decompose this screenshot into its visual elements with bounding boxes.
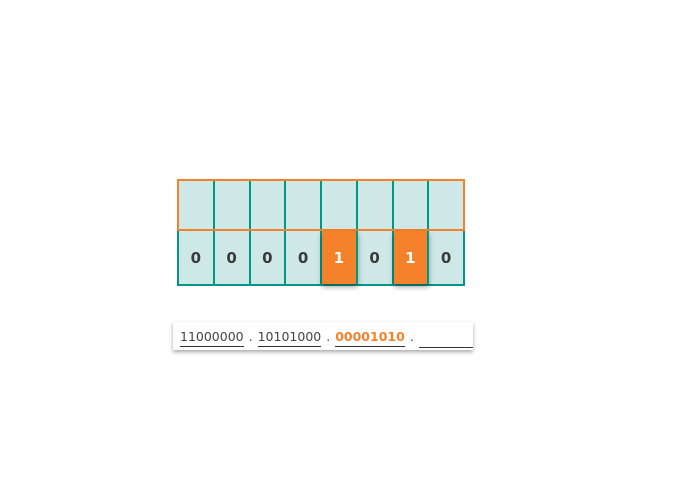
bit-tile[interactable]: 0 bbox=[429, 231, 463, 284]
ip-address-display: 11000000 . 10101000 . 00001010 . bbox=[173, 322, 473, 350]
separator: . bbox=[326, 328, 331, 344]
octet-2: 10101000 bbox=[257, 329, 322, 347]
bit-slot-4[interactable] bbox=[357, 181, 394, 229]
bit-tile[interactable]: 0 bbox=[214, 231, 251, 284]
bit-tile[interactable]: 0 bbox=[357, 231, 394, 284]
bit-slot-64[interactable] bbox=[214, 181, 251, 229]
binary-input-row bbox=[177, 179, 465, 231]
bit-tile[interactable]: 0 bbox=[286, 231, 322, 284]
separator: . bbox=[409, 328, 414, 344]
bit-slot-32[interactable] bbox=[250, 181, 287, 229]
separator: . bbox=[248, 328, 253, 344]
bit-tile[interactable]: 1 bbox=[393, 231, 430, 284]
bit-slot-2[interactable] bbox=[393, 181, 430, 229]
bit-slot-16[interactable] bbox=[286, 181, 322, 229]
bit-slot-128[interactable] bbox=[179, 181, 215, 229]
octet-3-active: 00001010 bbox=[335, 329, 405, 347]
bit-tile-row: 0 0 0 0 1 0 1 0 bbox=[177, 231, 465, 286]
bit-slot-8[interactable] bbox=[322, 181, 358, 229]
bit-tile[interactable]: 0 bbox=[179, 231, 215, 284]
octet-4-blank bbox=[418, 328, 473, 348]
octet-1: 11000000 bbox=[180, 329, 244, 347]
bit-slot-1[interactable] bbox=[429, 181, 463, 229]
bit-tile[interactable]: 1 bbox=[322, 231, 358, 284]
bit-tile[interactable]: 0 bbox=[250, 231, 287, 284]
